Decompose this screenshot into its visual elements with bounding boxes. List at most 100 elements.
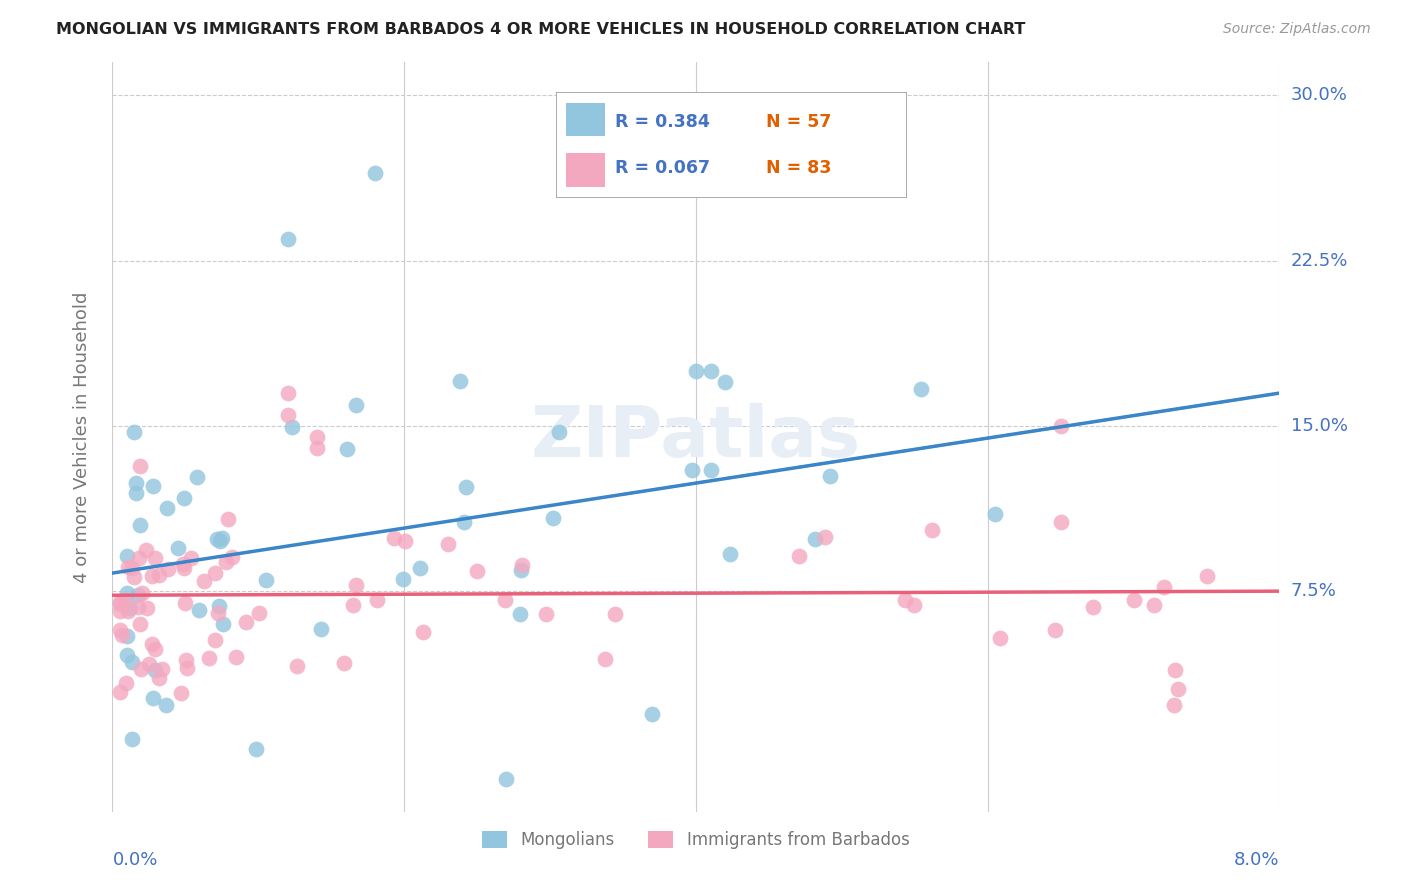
Point	[1043, 624, 1066, 638]
Point	[382, 531, 405, 545]
Point	[108, 623, 131, 637]
Point	[225, 649, 247, 664]
Point	[449, 374, 471, 388]
Point	[285, 658, 308, 673]
Point	[108, 685, 131, 699]
Point	[714, 375, 737, 389]
Point	[208, 533, 231, 548]
Point	[124, 425, 146, 439]
Point	[247, 606, 270, 620]
Point	[141, 637, 163, 651]
Point	[127, 588, 149, 602]
Point	[129, 458, 152, 473]
Point	[186, 469, 208, 483]
Point	[364, 166, 387, 180]
Point	[543, 510, 565, 524]
Point	[718, 547, 741, 561]
Text: Source: ZipAtlas.com: Source: ZipAtlas.com	[1223, 22, 1371, 37]
Point	[495, 772, 517, 786]
Point	[391, 572, 413, 586]
Text: 15.0%: 15.0%	[1291, 417, 1347, 435]
Point	[814, 530, 837, 544]
Point	[108, 595, 131, 609]
Point	[983, 507, 1005, 521]
Point	[180, 551, 202, 566]
Point	[1049, 515, 1071, 529]
Point	[681, 462, 703, 476]
Point	[215, 555, 238, 569]
Point	[111, 628, 134, 642]
Y-axis label: 4 or more Vehicles in Household: 4 or more Vehicles in Household	[73, 292, 91, 582]
Point	[108, 604, 131, 618]
Point	[212, 616, 235, 631]
Point	[221, 549, 243, 564]
Point	[135, 542, 157, 557]
Point	[342, 598, 364, 612]
Point	[1143, 599, 1166, 613]
Point	[1049, 419, 1071, 434]
Point	[456, 480, 478, 494]
Point	[344, 398, 367, 412]
Point	[276, 408, 298, 422]
Point	[305, 430, 328, 444]
Point	[156, 501, 179, 516]
Point	[138, 657, 160, 671]
Point	[117, 604, 139, 618]
Text: 8.0%: 8.0%	[1234, 851, 1279, 869]
Point	[121, 655, 143, 669]
Point	[135, 601, 157, 615]
Point	[336, 442, 359, 457]
Point	[117, 559, 139, 574]
Point	[910, 382, 932, 396]
Point	[108, 597, 131, 611]
Point	[699, 463, 721, 477]
Point	[1122, 593, 1144, 607]
Point	[235, 615, 257, 629]
Point	[641, 706, 664, 721]
Point	[125, 475, 148, 490]
Point	[685, 364, 707, 378]
Point	[534, 607, 557, 622]
Point	[143, 664, 166, 678]
Point	[115, 648, 138, 662]
Point	[409, 561, 432, 575]
Point	[121, 561, 143, 575]
Point	[394, 533, 416, 548]
Point	[699, 364, 721, 378]
Point	[148, 568, 170, 582]
Point	[1081, 599, 1104, 614]
Point	[593, 652, 616, 666]
Point	[155, 698, 177, 713]
Point	[211, 532, 233, 546]
Point	[141, 569, 163, 583]
Point	[494, 593, 516, 607]
Point	[217, 511, 239, 525]
Point	[114, 676, 136, 690]
Point	[820, 469, 842, 483]
Text: 30.0%: 30.0%	[1291, 87, 1347, 104]
Point	[205, 532, 228, 546]
Point	[366, 593, 388, 607]
Point	[436, 536, 458, 550]
Point	[921, 523, 943, 537]
Point	[305, 441, 328, 455]
Point	[903, 598, 925, 612]
Point	[603, 607, 626, 621]
Point	[125, 486, 148, 500]
Point	[173, 491, 195, 505]
Point	[176, 661, 198, 675]
Point	[204, 566, 226, 580]
Point	[204, 633, 226, 648]
Point	[207, 606, 229, 620]
Point	[142, 479, 165, 493]
Text: ZIPatlas: ZIPatlas	[531, 402, 860, 472]
Point	[333, 657, 356, 671]
Point	[142, 690, 165, 705]
Point	[156, 562, 179, 576]
Point	[254, 574, 277, 588]
Point	[803, 532, 825, 546]
Point	[131, 586, 153, 600]
Point	[173, 560, 195, 574]
Point	[128, 551, 150, 566]
Point	[188, 603, 211, 617]
